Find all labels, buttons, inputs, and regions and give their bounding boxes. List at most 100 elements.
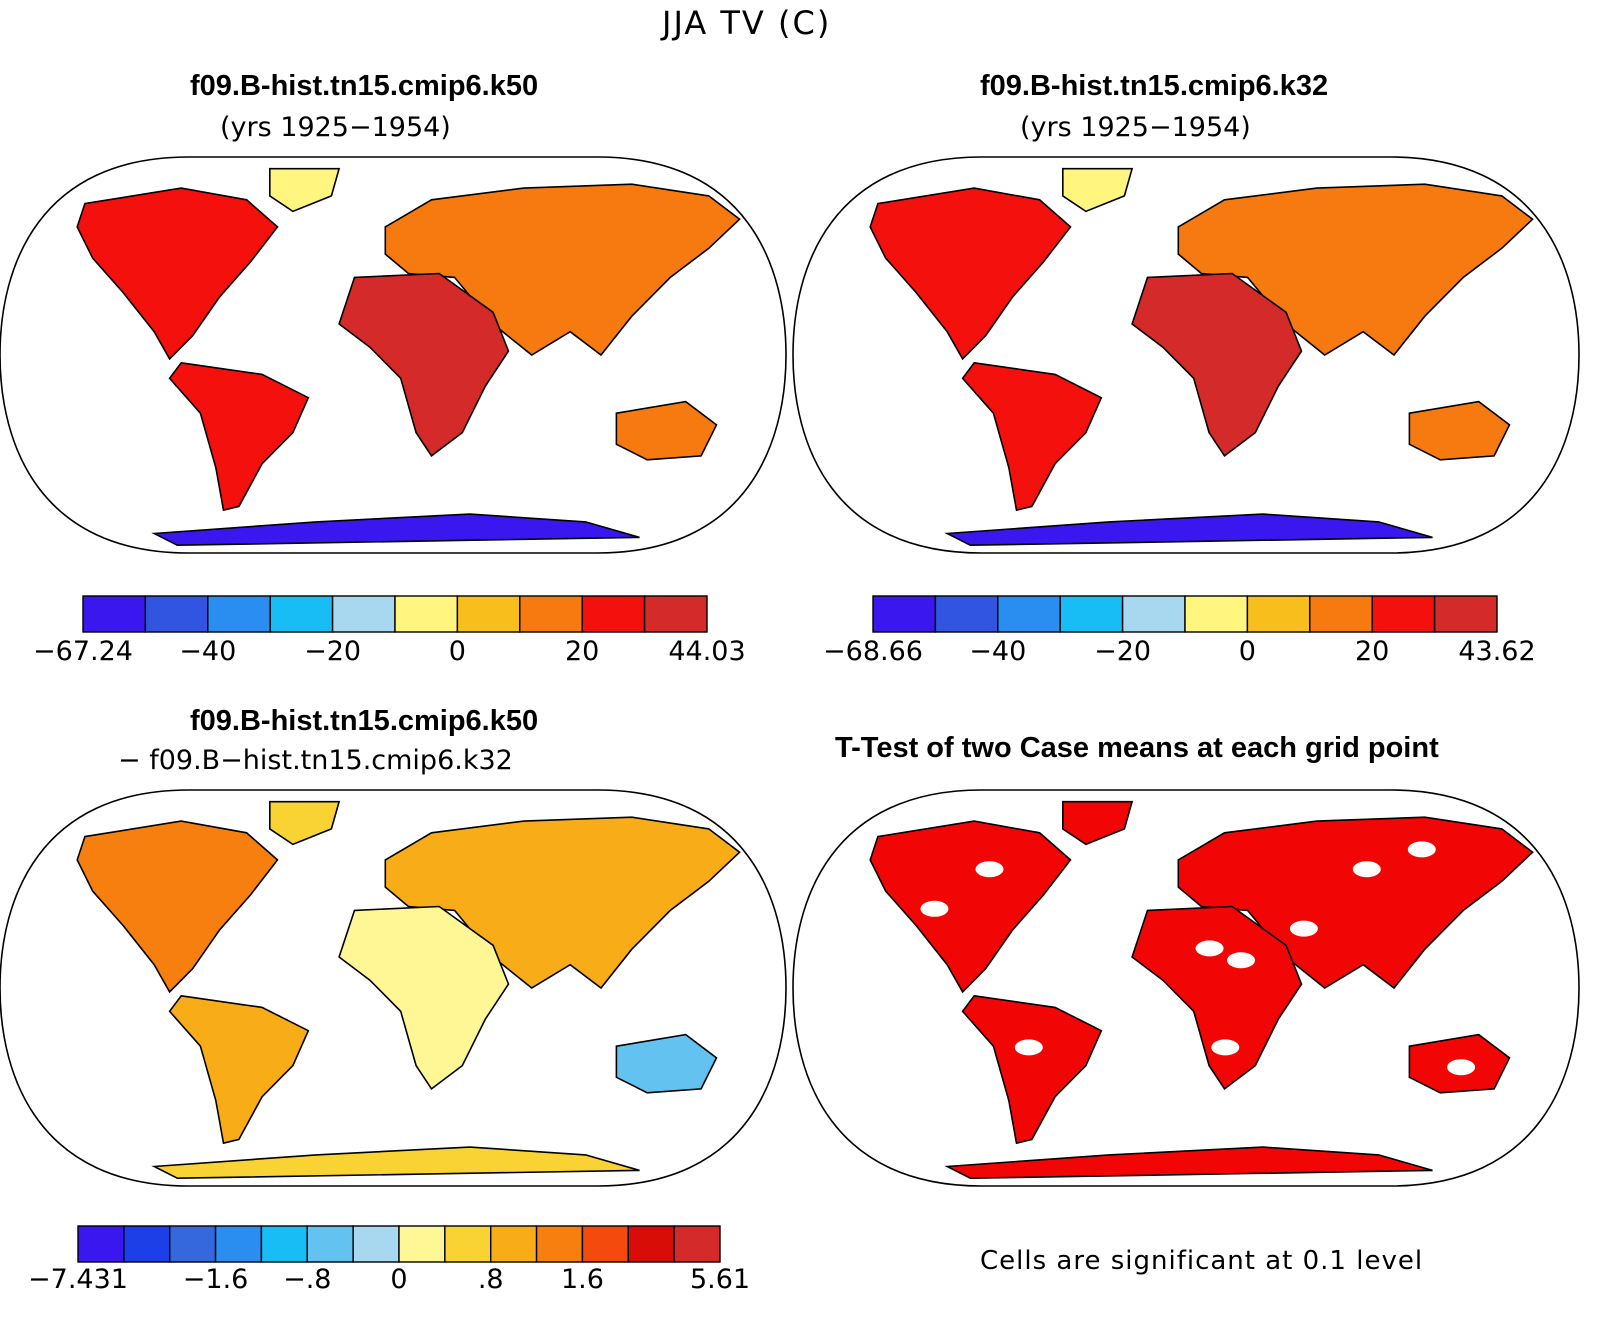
nonsignificant-cell [1227, 952, 1256, 969]
continent-greenland [1062, 800, 1134, 846]
panel4-title: T-Test of two Case means at each grid po… [835, 732, 1439, 764]
colorbar-cell [352, 1225, 400, 1263]
colorbar-tick-label: 0 [1238, 636, 1256, 667]
map-outline [792, 156, 1580, 554]
colorbar-cell [207, 595, 271, 633]
colorbar-cell [331, 595, 396, 633]
colorbar-cell [1433, 595, 1498, 633]
colorbar-cell [1059, 595, 1124, 633]
colorbar-cell [444, 1225, 492, 1263]
colorbar-cell [306, 1225, 354, 1263]
colorbar-cell [398, 1225, 446, 1263]
colorbar-cell [872, 595, 937, 633]
colorbar-tick-label: 5.61 [689, 1264, 751, 1295]
panel1-years: (yrs 1925−1954) [220, 112, 451, 143]
continent-southAmerica [961, 361, 1103, 512]
colorbar-tick-label: 43.62 [1458, 636, 1536, 667]
nonsignificant-cell [1407, 841, 1436, 858]
colorbar-cell [1246, 595, 1311, 633]
colorbar-cell [997, 595, 1061, 633]
nonsignificant-cell [920, 900, 949, 917]
colorbar-tick-label: 20 [565, 636, 600, 667]
colorbar-tick-label: −.8 [283, 1264, 332, 1295]
continent-antarctica [944, 1146, 1433, 1180]
nonsignificant-cell [1289, 920, 1318, 937]
colorbar-tick-label: −40 [179, 636, 237, 667]
colorbar-tick-label: 0 [448, 636, 466, 667]
colorbar-cell [934, 595, 999, 633]
map-panel-3 [0, 789, 787, 1187]
continent-antarctica [151, 513, 640, 547]
colorbar-cell [581, 1225, 629, 1263]
colorbar-tick-label: −68.66 [823, 636, 923, 667]
nonsignificant-cell [1352, 861, 1381, 878]
colorbar-cell [394, 595, 459, 633]
colorbar-cell [1121, 595, 1186, 633]
colorbar-tick-label: 20 [1355, 636, 1390, 667]
colorbar-cell [535, 1225, 584, 1263]
panel2-title: f09.B-hist.tn15.cmip6.k32 [980, 70, 1329, 102]
continent-greenland [268, 167, 341, 213]
nonsignificant-cell [1211, 1039, 1240, 1056]
colorbar-cell [490, 1225, 538, 1263]
continent-antarctica [944, 513, 1433, 547]
continent-northAmerica [869, 187, 1072, 361]
colorbar-cell [214, 1225, 263, 1263]
colorbar-cell [260, 1225, 308, 1263]
continent-australia [615, 400, 718, 461]
continent-greenland [268, 800, 341, 846]
panel3-subtitle: − f09.B−hist.tn15.cmip6.k32 [118, 745, 513, 776]
continent-africa [1131, 272, 1303, 458]
colorbar-2 [872, 595, 1498, 633]
colorbar-cell [673, 1225, 721, 1263]
colorbar-tick-label: 0 [390, 1264, 408, 1295]
colorbar-3 [77, 1225, 721, 1263]
panel1-title: f09.B-hist.tn15.cmip6.k50 [190, 70, 539, 102]
map-panel-4 [792, 789, 1580, 1187]
colorbar-cell [581, 595, 646, 633]
nonsignificant-cell [1447, 1059, 1476, 1076]
panel2-years: (yrs 1925−1954) [1020, 112, 1251, 143]
colorbar-cell [1184, 595, 1249, 633]
continent-antarctica [151, 1146, 640, 1180]
panel4-footnote: Cells are significant at 0.1 level [980, 1246, 1424, 1276]
colorbar-cell [169, 1225, 217, 1263]
nonsignificant-cell [975, 861, 1004, 878]
map-outline [0, 789, 787, 1187]
colorbar-tick-label: −20 [304, 636, 362, 667]
map-panel-2 [792, 156, 1580, 554]
continent-northAmerica [76, 820, 279, 994]
continent-greenland [1062, 167, 1134, 213]
continent-africa [338, 272, 510, 458]
colorbar-cell [269, 595, 334, 633]
colorbar-cell [643, 595, 708, 633]
colorbar-tick-label: 1.6 [560, 1264, 604, 1295]
colorbar-cell [144, 595, 209, 633]
colorbar-cell [456, 595, 521, 633]
colorbar-tick-label: −1.6 [182, 1264, 249, 1295]
colorbar-tick-label: −67.24 [33, 636, 133, 667]
continent-australia [615, 1033, 718, 1094]
colorbar-tick-label: −20 [1094, 636, 1152, 667]
nonsignificant-cell [1014, 1039, 1043, 1056]
figure-title: JJA TV (C) [662, 4, 832, 42]
colorbar-cell [627, 1225, 675, 1263]
colorbar-tick-label: .8 [477, 1264, 504, 1295]
colorbar-tick-label: 44.03 [668, 636, 746, 667]
continent-africa [1131, 905, 1303, 1091]
map-outline [0, 156, 787, 554]
map-panel-1 [0, 156, 787, 554]
nonsignificant-cell [1195, 940, 1224, 957]
continent-southAmerica [168, 994, 310, 1145]
continent-northAmerica [869, 820, 1072, 994]
map-outline [792, 789, 1580, 1187]
continent-southAmerica [961, 994, 1103, 1145]
continent-australia [1408, 400, 1511, 461]
colorbar-1 [82, 595, 708, 633]
colorbar-cell [519, 595, 583, 633]
colorbar-cell [1309, 595, 1373, 633]
continent-southAmerica [168, 361, 310, 512]
colorbar-cell [77, 1225, 125, 1263]
colorbar-cell [1371, 595, 1436, 633]
